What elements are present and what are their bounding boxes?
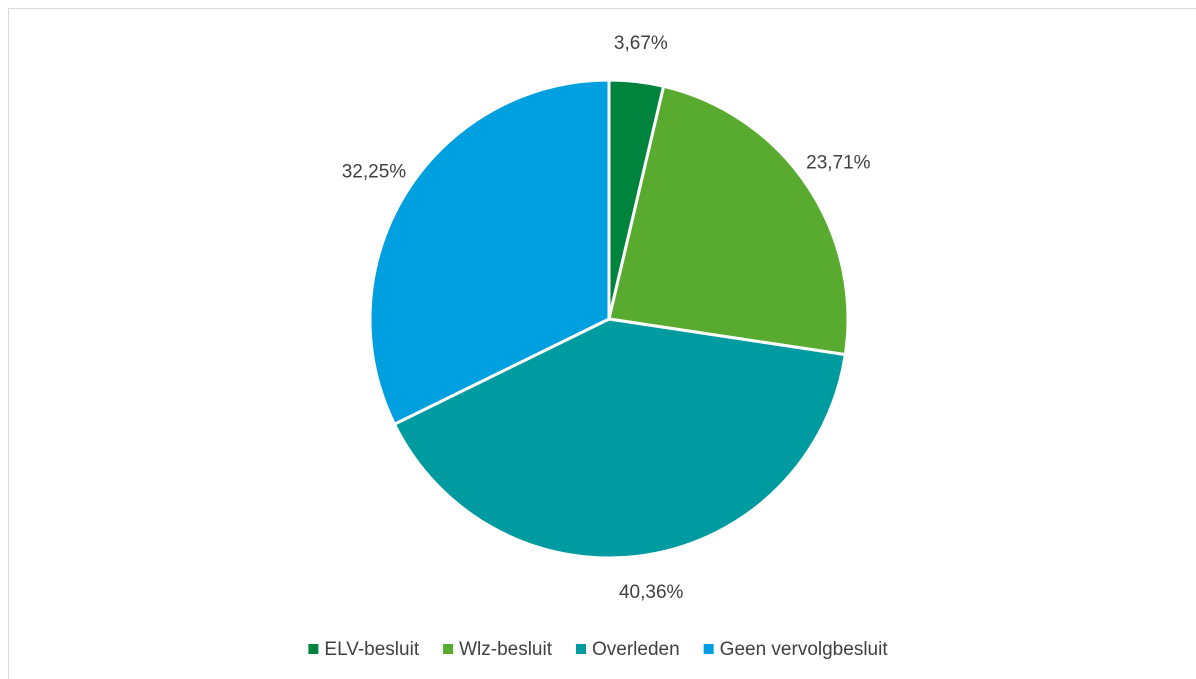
data-label: 23,71% [806, 153, 871, 174]
legend-swatch [703, 644, 714, 654]
pie-slice [607, 84, 850, 357]
legend-label: ELV-besluit [324, 639, 419, 660]
data-label: 40,36% [619, 582, 684, 603]
pie-slice [368, 78, 611, 427]
legend-swatch [443, 644, 454, 654]
data-label: 3,67% [614, 33, 668, 54]
pie-slice [392, 317, 848, 560]
legend-label: Geen vervolgbesluit [720, 639, 889, 660]
legend-label: Wlz-besluit [459, 639, 553, 660]
legend-swatch [576, 644, 586, 654]
legend-label: Overleden [592, 639, 680, 660]
data-label: 32,25% [342, 161, 407, 182]
legend-swatch [308, 644, 319, 654]
